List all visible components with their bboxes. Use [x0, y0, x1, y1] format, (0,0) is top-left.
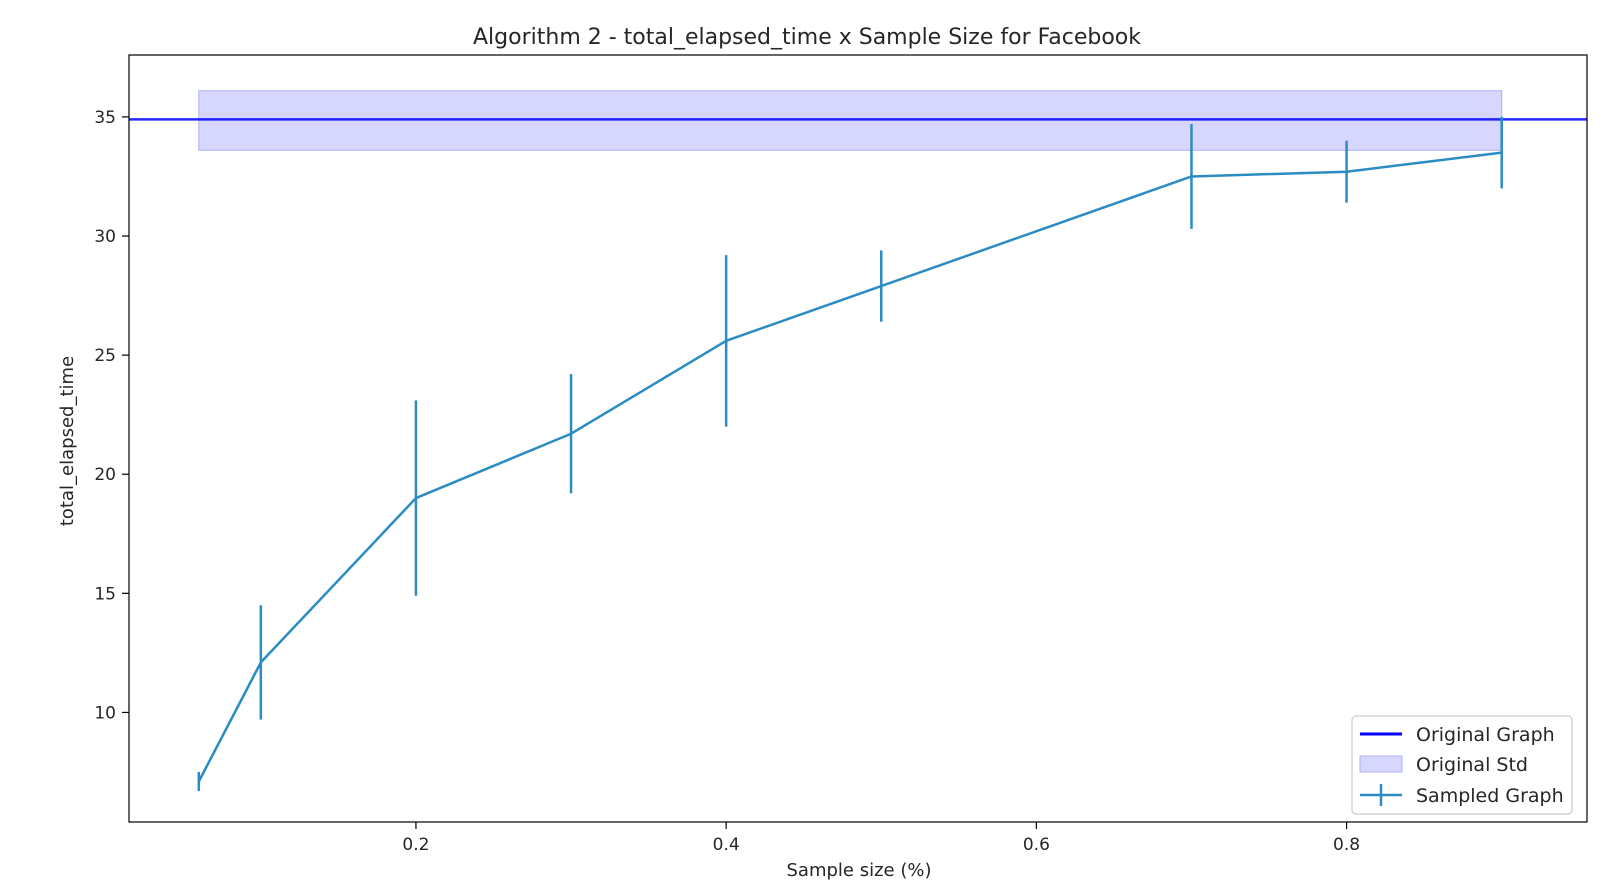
y-tick-label: 35: [94, 108, 116, 128]
legend-original-label: Original Graph: [1416, 724, 1555, 746]
x-tick-label: 0.6: [1023, 835, 1050, 855]
x-tick-label: 0.4: [713, 835, 740, 855]
x-tick-label: 0.8: [1333, 835, 1360, 855]
x-axis-label: Sample size (%): [787, 860, 932, 881]
y-tick-label: 20: [94, 465, 116, 485]
plot-area: [129, 90, 1587, 792]
sampled-graph-line: [197, 151, 1502, 783]
legend-frame: [1351, 715, 1573, 815]
y-tick-label: 25: [94, 346, 116, 366]
chart-title: Algorithm 2 - total_elapsed_time x Sampl…: [473, 25, 1141, 50]
y-tick-label: 30: [94, 227, 116, 247]
y-tick-label: 15: [94, 584, 116, 604]
legend-sampled-label: Sampled Graph: [1416, 785, 1564, 807]
axes-frame: [128, 54, 1588, 823]
y-tick-label: 10: [94, 703, 116, 723]
legend: Original Graph Original Std Sampled Grap…: [1351, 715, 1573, 815]
legend-std-swatch: [1359, 755, 1403, 773]
legend-std-label: Original Std: [1416, 754, 1528, 776]
x-tick-label: 0.2: [402, 835, 429, 855]
y-axis-label: total_elapsed_time: [57, 356, 78, 526]
axes: 0.2 0.4 0.6 0.8 10 15 20 25 30 35: [94, 54, 1588, 855]
